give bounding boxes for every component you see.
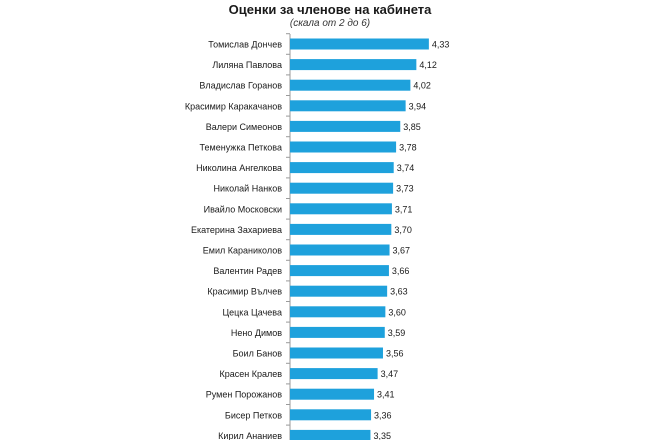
data-label: 4,02 bbox=[413, 81, 431, 91]
category-label: Кирил Ананиев bbox=[218, 431, 282, 440]
data-label: 3,47 bbox=[381, 369, 399, 379]
category-label: Валери Симеонов bbox=[206, 122, 282, 132]
data-label: 3,73 bbox=[396, 184, 414, 194]
data-label: 4,33 bbox=[432, 40, 450, 50]
data-label: 3,63 bbox=[390, 287, 408, 297]
category-label: Нено Димов bbox=[231, 328, 282, 338]
category-label: Лиляна Павлова bbox=[212, 60, 282, 70]
data-label: 3,59 bbox=[388, 328, 406, 338]
bar bbox=[290, 347, 383, 359]
category-label: Емил Караниколов bbox=[203, 246, 282, 256]
bar bbox=[290, 306, 386, 318]
category-label: Валентин Радев bbox=[213, 266, 282, 276]
data-label: 4,12 bbox=[419, 60, 437, 70]
bar bbox=[290, 203, 392, 215]
category-label: Владислав Горанов bbox=[199, 81, 282, 91]
category-label: Ивайло Московски bbox=[204, 204, 282, 214]
bar bbox=[290, 326, 385, 338]
category-label: Екатерина Захариева bbox=[191, 225, 282, 235]
bar bbox=[290, 265, 389, 277]
data-label: 3,70 bbox=[394, 225, 412, 235]
data-label: 3,67 bbox=[393, 246, 411, 256]
data-label: 3,85 bbox=[403, 122, 421, 132]
bar bbox=[290, 285, 388, 297]
data-label: 3,56 bbox=[386, 349, 404, 359]
data-label: 3,36 bbox=[374, 410, 392, 420]
category-label: Николина Ангелкова bbox=[196, 163, 282, 173]
data-label: 3,66 bbox=[392, 266, 410, 276]
bar bbox=[290, 120, 401, 132]
chart-subtitle: (скала от 2 до 6) bbox=[289, 18, 371, 29]
data-label: 3,60 bbox=[388, 307, 406, 317]
bar bbox=[290, 368, 378, 380]
category-label: Боил Банов bbox=[233, 349, 283, 359]
bar bbox=[290, 388, 375, 400]
data-label: 3,78 bbox=[399, 143, 417, 153]
bar bbox=[290, 429, 371, 440]
category-label: Николай Нанков bbox=[214, 184, 283, 194]
bar bbox=[290, 223, 392, 235]
category-label: Красен Кралев bbox=[219, 369, 282, 379]
category-label: Румен Порожанов bbox=[206, 390, 282, 400]
bar bbox=[290, 38, 429, 50]
category-label: Теменужка Петкова bbox=[200, 143, 282, 153]
category-label: Красимир Вълчев bbox=[207, 287, 282, 297]
bar bbox=[290, 409, 372, 421]
bar bbox=[290, 59, 417, 71]
data-label: 3,71 bbox=[395, 204, 413, 214]
bar bbox=[290, 141, 397, 153]
bar bbox=[290, 79, 411, 91]
data-label: 3,41 bbox=[377, 390, 395, 400]
category-label: Бисер Петков bbox=[225, 410, 282, 420]
data-label: 3,74 bbox=[397, 163, 415, 173]
chart-title: Оценки за членове на кабинета bbox=[228, 2, 432, 17]
category-label: Красимир Каракачанов bbox=[185, 101, 282, 111]
category-label: Цецка Цачева bbox=[222, 307, 282, 317]
bar bbox=[290, 162, 394, 174]
bar bbox=[290, 182, 394, 194]
data-label: 3,35 bbox=[373, 431, 391, 440]
bar bbox=[290, 100, 406, 112]
bar bbox=[290, 244, 390, 256]
data-label: 3,94 bbox=[409, 101, 427, 111]
category-label: Томислав Дончев bbox=[208, 40, 282, 50]
